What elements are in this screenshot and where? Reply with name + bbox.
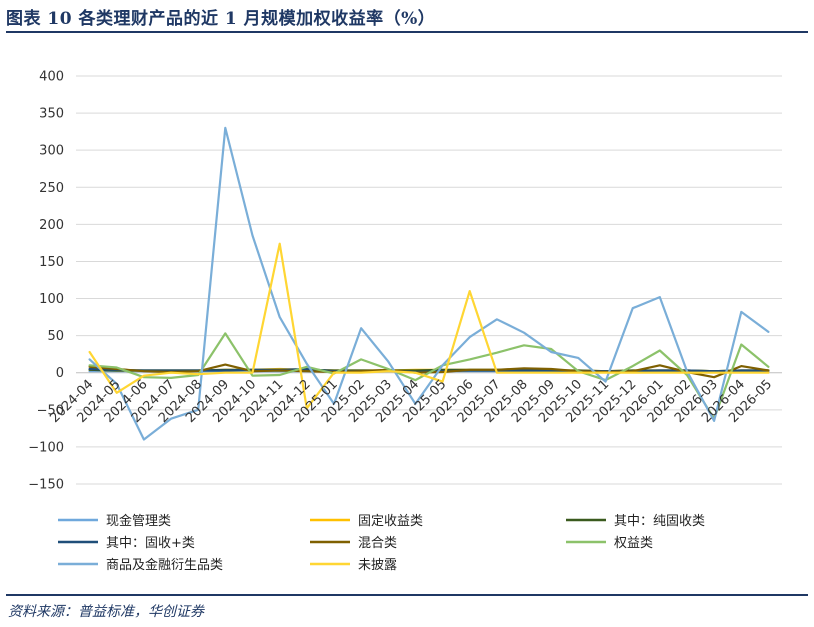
legend-label-5: 权益类: [614, 535, 653, 551]
source-note: 资料来源：普益标准，华创证券: [8, 604, 204, 620]
y-tick-label-8: 0: [56, 366, 64, 381]
grid-lines: [76, 75, 782, 485]
legend-label-0: 现金管理类: [106, 513, 171, 529]
y-tick-label-10: −100: [28, 440, 64, 455]
legend-label-4: 混合类: [358, 536, 397, 551]
legend-label-6: 商品及金融衍生品类: [106, 557, 223, 573]
line-chart: 400 350 300 250 200 150 100 50 0 −50 −100 −150 2024…: [28, 70, 782, 573]
y-tick-label-0: 400: [39, 70, 64, 85]
y-tick-label-4: 200: [39, 218, 64, 233]
top-rule: [6, 31, 808, 33]
y-tick-label-11: −150: [28, 478, 64, 493]
series-line-6: [88, 126, 770, 441]
y-tick-label-1: 350: [39, 107, 64, 122]
y-tick-label-2: 300: [39, 144, 64, 159]
y-tick-label-3: 250: [39, 181, 64, 196]
series-line-7: [88, 242, 770, 410]
bottom-rule: [6, 594, 808, 596]
legend-label-3: 其中：固收+类: [106, 536, 195, 551]
y-axis-ticks: 400 350 300 250 200 150 100 50 0 −50 −100 −150: [28, 70, 64, 493]
y-tick-label-6: 100: [39, 292, 64, 307]
y-tick-label-7: 50: [47, 329, 64, 344]
legend-label-7: 未披露: [358, 558, 397, 573]
legend-label-1: 固定收益类: [358, 514, 423, 529]
series-lines: [88, 126, 770, 441]
x-axis-ticks: 2024-042024-052024-062024-072024-082024-…: [47, 377, 775, 426]
legend-label-2: 其中：纯固收类: [614, 514, 705, 529]
y-tick-label-9: −50: [37, 403, 64, 418]
chart-title: 图表 10 各类理财产品的近 1 月规模加权收益率（%）: [6, 9, 436, 29]
y-tick-label-5: 150: [39, 255, 64, 270]
